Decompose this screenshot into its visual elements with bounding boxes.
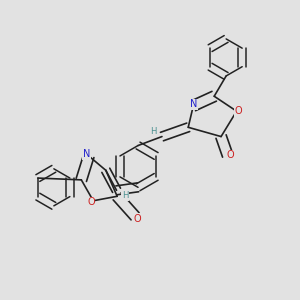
Text: H: H: [122, 191, 128, 200]
Text: O: O: [134, 214, 141, 224]
Text: O: O: [227, 150, 234, 161]
Text: O: O: [87, 197, 95, 207]
Text: O: O: [234, 106, 242, 116]
Text: N: N: [83, 149, 90, 160]
Text: N: N: [190, 99, 197, 109]
Text: H: H: [150, 127, 157, 136]
